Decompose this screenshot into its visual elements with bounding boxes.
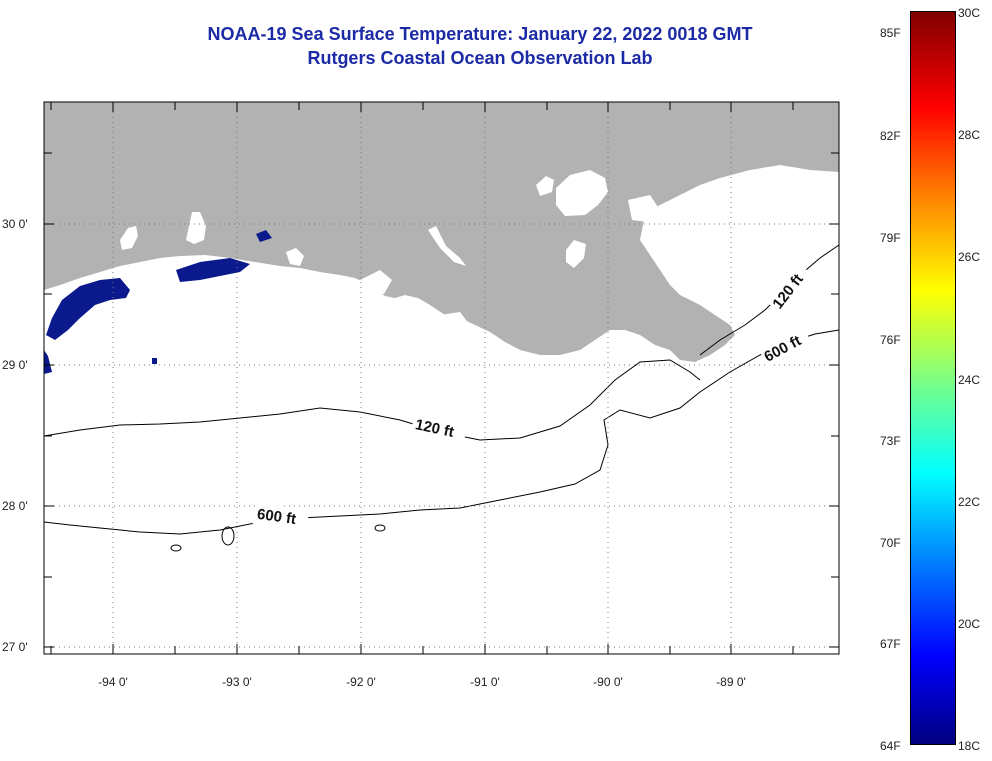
lake-10 [440,312,470,330]
lake-1 [120,226,138,250]
map-frame [43,101,840,655]
cold-water-speck [152,358,157,364]
map-subtitle: Rutgers Coastal Ocean Observation Lab [307,48,653,68]
cb-c-24: 24C [958,373,981,387]
lake-5 [536,176,554,196]
frame-ticks [44,102,839,654]
cb-c-18: 18C [958,739,981,753]
lake-9 [360,270,392,294]
land-mass [44,102,839,362]
lake-7 [428,226,466,266]
lake-2 [186,212,206,244]
lake-6 [566,240,586,268]
lake-4 [556,170,608,216]
cb-f-82: 82F [880,129,901,143]
cb-f-73: 73F [880,434,901,448]
lat-label-28: 28 0' [2,499,28,513]
cb-c-30: 30C [958,6,981,20]
cb-f-67: 67F [880,637,901,651]
lat-label-27: 27 0' [2,640,28,654]
lake-3 [286,248,304,266]
lat-label-30: 30 0' [2,217,28,231]
lon-label-91: -91 0' [470,675,500,689]
cb-f-76: 76F [880,333,901,347]
cold-water-edge [44,350,52,374]
map-title: NOAA-19 Sea Surface Temperature: January… [207,24,753,44]
lon-label-93: -93 0' [222,675,252,689]
cb-c-22: 22C [958,495,981,509]
cb-f-79: 79F [880,231,901,245]
cb-c-20: 20C [958,617,981,631]
cb-f-85: 85F [880,26,901,40]
lake-8 [628,195,660,222]
cold-water-central [176,258,250,282]
lon-label-92: -92 0' [346,675,376,689]
cb-c-28: 28C [958,128,981,142]
graticule [44,102,839,654]
lat-label-29: 29 0' [2,358,28,372]
seamount-contour-2 [170,544,182,552]
seamount-contour-1 [221,526,235,546]
contour-label-600ft-west: 600 ft [256,506,297,528]
cb-c-26: 26C [958,250,981,264]
seamount-contour-3 [374,524,386,532]
temperature-colorbar [910,11,956,745]
cb-f-64: 64F [880,739,901,753]
cold-water-west [46,278,130,340]
lon-label-89: -89 0' [716,675,746,689]
cold-water-small [256,230,272,242]
contour-600ft [43,329,840,535]
cb-f-70: 70F [880,536,901,550]
lon-label-90: -90 0' [593,675,623,689]
lon-label-94: -94 0' [98,675,128,689]
